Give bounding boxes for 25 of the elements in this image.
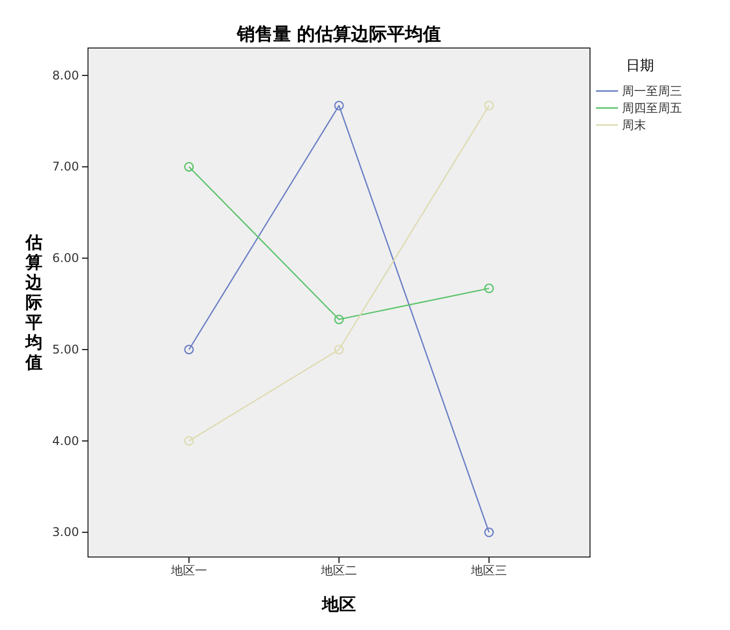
legend-title: 日期: [626, 58, 654, 74]
legend-label: 周四至周五: [622, 101, 682, 115]
legend-label: 周末: [622, 118, 646, 132]
point: [484, 100, 494, 110]
x-axis-title: 地区: [321, 595, 356, 615]
y-tick-label: 3.00: [52, 525, 79, 540]
x-tick-label: 地区二: [320, 564, 357, 578]
point: [184, 162, 194, 172]
point: [184, 436, 194, 446]
point: [334, 100, 344, 110]
chart-title: 销售量 的估算边际平均值: [236, 24, 442, 45]
legend-label: 周一至周三: [622, 84, 682, 98]
x-tick-label: 地区一: [170, 564, 207, 578]
point: [334, 344, 344, 354]
y-axis-title: 估算边际平均值: [24, 233, 44, 373]
y-tick-label: 7.00: [52, 160, 79, 174]
point: [334, 314, 344, 324]
y-tick-label: 8.00: [52, 68, 79, 82]
point: [184, 344, 194, 354]
point: [484, 284, 494, 294]
y-tick-label: 4.00: [52, 434, 79, 448]
y-tick-label: 6.00: [52, 251, 79, 266]
point: [484, 528, 494, 538]
x-tick-label: 地区三: [470, 564, 508, 578]
y-tick-label: 5.00: [52, 342, 79, 356]
